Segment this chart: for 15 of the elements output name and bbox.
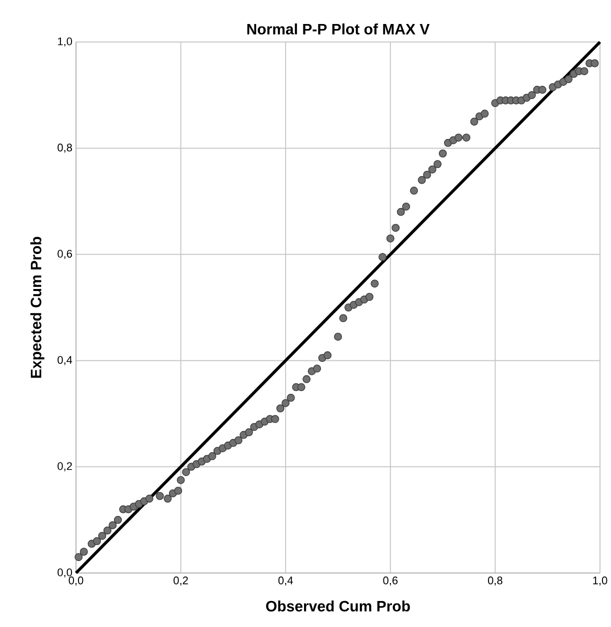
y-tick-label: 0,4 [58, 356, 72, 366]
y-tick-label: 0,8 [58, 144, 72, 153]
x-tick-label: 0,0 [68, 576, 84, 586]
x-tick-label: 0,4 [278, 576, 293, 586]
x-tick-label: 0,6 [383, 576, 398, 586]
y-tick-label: 0,2 [58, 462, 72, 472]
chart-title: Normal P-P Plot of MAX V [247, 23, 430, 34]
x-tick-label: 1,0 [593, 576, 608, 586]
y-tick-label: 1,0 [58, 37, 72, 47]
x-axis-title: Observed Cum Prob [266, 600, 410, 612]
x-tick-label: 0,8 [488, 576, 502, 586]
x-tick-label: 0,2 [174, 576, 188, 586]
y-tick-label: 0,6 [58, 250, 72, 259]
y-axis-title: Expected Cum Prob [30, 236, 44, 378]
y-tick-label: 0,0 [58, 568, 72, 578]
